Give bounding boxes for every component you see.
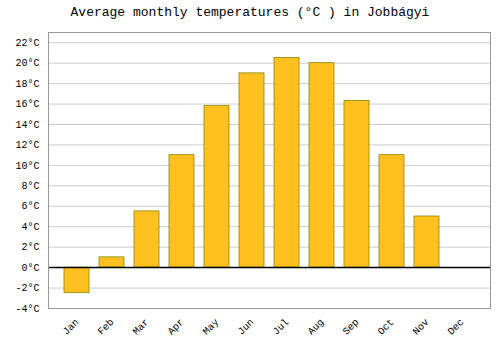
svg-text:Nov: Nov — [411, 317, 432, 338]
svg-text:20°C: 20°C — [15, 58, 39, 69]
svg-text:0°C: 0°C — [21, 263, 39, 274]
svg-text:-2°C: -2°C — [15, 283, 39, 294]
svg-text:-4°C: -4°C — [15, 304, 39, 315]
svg-text:May: May — [201, 317, 222, 338]
svg-text:Apr: Apr — [166, 317, 187, 338]
svg-text:16°C: 16°C — [15, 99, 39, 110]
svg-text:12°C: 12°C — [15, 140, 39, 151]
html-text:Average monthly temperatures (: Average monthly temperatures (°C ) in Jo… — [70, 5, 430, 20]
svg-text:Sep: Sep — [341, 317, 362, 338]
svg-text:Feb: Feb — [96, 317, 117, 338]
svg-text:Mar: Mar — [131, 317, 152, 338]
svg-text:6°C: 6°C — [21, 201, 39, 212]
svg-text:Dec: Dec — [446, 317, 467, 338]
svg-text:Jul: Jul — [271, 317, 292, 338]
svg-text:Aug: Aug — [306, 317, 327, 338]
svg-text:8°C: 8°C — [21, 181, 39, 192]
svg-text:10°C: 10°C — [15, 161, 39, 172]
svg-text:Jan: Jan — [61, 317, 82, 338]
svg-text:Jun: Jun — [236, 317, 257, 338]
svg-text:Oct: Oct — [376, 317, 397, 338]
svg-text:4°C: 4°C — [21, 222, 39, 233]
svg-text:18°C: 18°C — [15, 79, 39, 90]
svg-text:14°C: 14°C — [15, 120, 39, 131]
svg-text:22°C: 22°C — [15, 38, 39, 49]
svg-text:2°C: 2°C — [21, 242, 39, 253]
